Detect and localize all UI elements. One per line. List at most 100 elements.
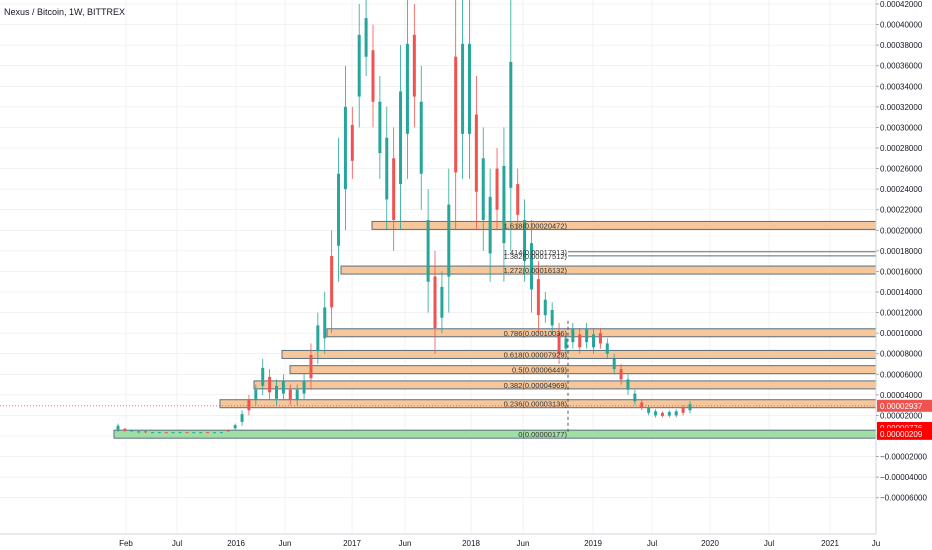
- candle-body: [598, 333, 602, 344]
- candle-body: [233, 425, 237, 429]
- candle-body: [288, 389, 292, 400]
- y-tick-label: 0.00004000: [880, 391, 923, 400]
- y-tick-label: 0.00022000: [880, 206, 923, 215]
- candle-body: [150, 432, 154, 434]
- candle-body: [523, 220, 527, 262]
- low-price-badge: [877, 427, 932, 440]
- candle-body: [605, 343, 609, 354]
- x-tick-label: 2018: [462, 539, 480, 548]
- y-tick-label: 0.00014000: [880, 288, 923, 297]
- candle-body: [550, 310, 554, 326]
- fib-label: 1.272(0.00016132): [504, 266, 568, 275]
- candle-body: [419, 101, 423, 174]
- y-tick-label: 0.00028000: [880, 144, 923, 153]
- y-tick-label: 0.00020000: [880, 226, 923, 235]
- candle-body: [268, 376, 272, 393]
- fib-zone: [340, 265, 877, 275]
- candle-body: [564, 338, 568, 349]
- candle-body: [619, 369, 623, 380]
- candle-body: [399, 91, 403, 184]
- candle-body: [295, 389, 299, 400]
- x-tick-label: Jul: [764, 539, 774, 548]
- candle-body: [660, 412, 664, 416]
- candle-body: [681, 407, 685, 413]
- y-tick-label: 0.00036000: [880, 62, 923, 71]
- candle-body: [199, 432, 203, 434]
- candle-body: [447, 204, 451, 277]
- candle-body: [592, 334, 596, 348]
- candle-body: [633, 393, 637, 402]
- candle-body: [302, 380, 306, 394]
- fib-label: 0.382(0.00004969): [504, 381, 568, 390]
- candle-body: [185, 432, 189, 434]
- current-price-badge: [877, 399, 932, 412]
- candle-body: [461, 43, 465, 134]
- fib-label: 0.618(0.00007929): [504, 350, 568, 359]
- candle-body: [337, 173, 341, 246]
- candle-body: [543, 299, 547, 316]
- candle-body: [178, 432, 182, 434]
- candle-body: [640, 402, 644, 408]
- candle-body: [240, 414, 244, 422]
- candle-body: [557, 333, 561, 354]
- x-tick-label: Jul: [172, 539, 182, 548]
- x-tick-label: Jul: [647, 539, 657, 548]
- candle-body: [281, 380, 285, 394]
- candle-body: [144, 431, 148, 433]
- fib-label: 0.5(0.00006449): [512, 366, 568, 375]
- x-tick-label: Feb: [119, 539, 133, 548]
- candle-body: [226, 430, 230, 432]
- candle-body: [674, 411, 678, 416]
- candle-body: [164, 432, 168, 434]
- candle-body: [254, 389, 258, 400]
- candle-body: [578, 334, 582, 348]
- y-tick-label: −0.00002000: [880, 453, 927, 462]
- candle-body: [385, 137, 389, 200]
- candle-body: [536, 279, 540, 316]
- y-tick-label: 0.00006000: [880, 370, 923, 379]
- y-tick-label: 0.00030000: [880, 123, 923, 132]
- candle-body: [454, 56, 458, 173]
- candle-body: [157, 432, 161, 434]
- x-tick-label: 2020: [701, 539, 719, 548]
- candle-body: [323, 307, 327, 339]
- candle-body: [529, 243, 533, 290]
- y-tick-label: 0.00024000: [880, 185, 923, 194]
- y-tick-label: 0.00008000: [880, 350, 923, 359]
- candle-body: [426, 220, 430, 282]
- candle-body: [626, 379, 630, 390]
- candle-body: [412, 34, 416, 97]
- candle-body: [343, 106, 347, 190]
- chart-title: Nexus / Bitcoin, 1W, BITTREX: [4, 7, 125, 17]
- x-tick-label: 2017: [343, 539, 361, 548]
- candle-body: [688, 404, 692, 411]
- candle-body: [309, 355, 313, 379]
- candle-body: [405, 43, 409, 134]
- candles: [116, 0, 692, 434]
- candle-body: [330, 256, 334, 308]
- y-tick-label: 0.00040000: [880, 21, 923, 30]
- candle-body: [247, 400, 251, 411]
- y-tick-label: 0.00032000: [880, 103, 923, 112]
- y-tick-label: 0.00034000: [880, 82, 923, 91]
- y-tick-label: −0.00006000: [880, 494, 927, 503]
- fib-label: 1.382(0.00017512): [504, 252, 568, 261]
- candle-body: [219, 432, 223, 434]
- fib-label: 0(0.00000177): [518, 430, 567, 439]
- x-tick-label: Ju: [872, 539, 880, 548]
- x-axis[interactable]: Feb Jul 2016 Jun 2017 Jun 2018 Jun 2019 Jul 2020 Ju…: [119, 539, 880, 548]
- candle-body: [488, 196, 492, 254]
- candle-body: [585, 329, 589, 343]
- candle-body: [275, 385, 279, 399]
- y-tick-label: 0.00012000: [880, 309, 923, 318]
- candle-body: [192, 432, 196, 434]
- candle-body: [481, 158, 485, 220]
- low-price-badge-label: 0.00000209: [880, 430, 923, 439]
- candle-body: [137, 431, 141, 433]
- candle-body: [350, 124, 354, 161]
- candle-body: [654, 411, 658, 416]
- x-tick-label: Jun: [279, 539, 292, 548]
- fib-zone: [289, 365, 877, 375]
- candle-body: [378, 101, 382, 154]
